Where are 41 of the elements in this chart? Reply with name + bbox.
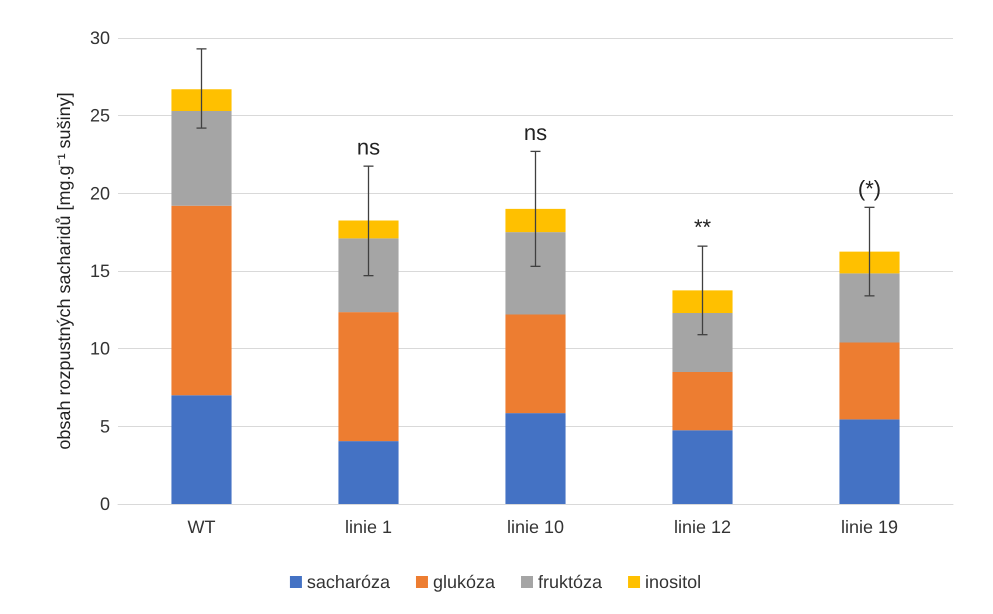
bar — [839, 252, 900, 274]
y-tick-label: 10 — [90, 338, 110, 359]
bar — [505, 314, 566, 414]
legend-label: sacharóza — [306, 572, 391, 592]
x-tick-label: WT — [188, 517, 216, 537]
legend-label: fruktóza — [538, 572, 604, 592]
annotation: (*) — [858, 176, 882, 201]
bar — [672, 312, 733, 372]
y-tick-label: 0 — [100, 494, 110, 514]
bar — [672, 372, 733, 430]
bar — [338, 312, 399, 442]
annotation: ** — [694, 214, 712, 240]
bar — [839, 342, 900, 420]
bar — [839, 273, 900, 342]
y-tick-label: 15 — [90, 261, 110, 281]
x-tick-label: linie 19 — [840, 517, 898, 537]
bar — [672, 430, 733, 504]
bar — [171, 89, 232, 112]
x-tick-label: linie 10 — [506, 517, 564, 537]
bar — [171, 206, 232, 396]
y-tick-label: 30 — [90, 28, 110, 48]
annotation: ns — [524, 120, 548, 145]
y-tick-label: 25 — [90, 106, 110, 126]
bar — [839, 419, 900, 504]
x-tick-label: linie 12 — [674, 517, 732, 537]
y-tick-label: 5 — [100, 416, 110, 436]
x-tick-label: linie 1 — [344, 517, 392, 537]
bar — [505, 232, 566, 314]
bar — [505, 413, 566, 504]
y-tick-label: 20 — [90, 183, 110, 204]
bar — [505, 208, 566, 232]
bar — [338, 441, 399, 504]
bar — [171, 395, 232, 504]
legend-label: glukóza — [432, 572, 496, 592]
annotation: ns — [356, 134, 380, 160]
bar — [672, 290, 733, 313]
y-axis-title: obsah rozpustných sacharidů [mg.g⁻¹ sušiny] — [54, 92, 74, 450]
bar — [338, 220, 399, 238]
bar — [171, 111, 232, 206]
legend-label: inositol — [645, 572, 702, 592]
bar — [338, 238, 399, 312]
